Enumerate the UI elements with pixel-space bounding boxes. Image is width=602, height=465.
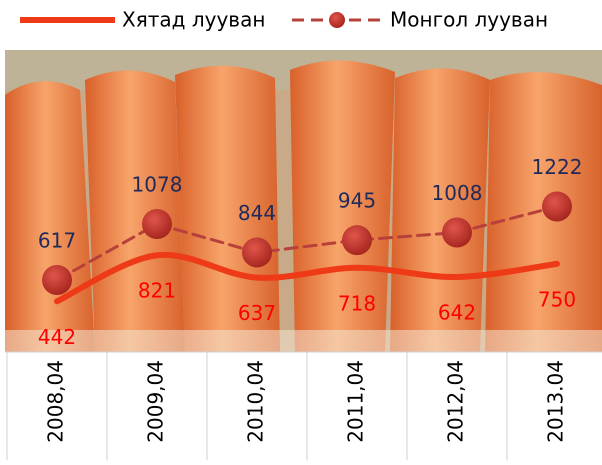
x-tick-label: 2013.04 <box>544 360 568 443</box>
legend-label: Монгол лууван <box>390 8 548 32</box>
x-tick-label: 2009,04 <box>144 360 168 443</box>
data-label: 718 <box>338 291 376 315</box>
data-label: 1008 <box>432 181 483 205</box>
data-label: 821 <box>138 279 176 303</box>
data-label: 617 <box>38 229 76 253</box>
x-tick-label: 2008,04 <box>44 360 68 443</box>
x-tick-label: 2012,04 <box>444 360 468 443</box>
marker <box>342 225 372 256</box>
marker <box>442 217 472 248</box>
data-label: 1078 <box>132 173 183 197</box>
x-tick-label: 2010,04 <box>244 360 268 443</box>
data-label: 844 <box>238 201 276 225</box>
marker <box>242 237 272 268</box>
marker <box>42 265 72 296</box>
series-line <box>54 251 560 305</box>
marker <box>542 191 572 222</box>
data-label: 1222 <box>532 155 583 179</box>
data-label: 642 <box>438 300 476 324</box>
x-tick-label: 2011,04 <box>344 360 368 443</box>
data-label: 945 <box>338 189 376 213</box>
series-line <box>55 205 559 282</box>
legend-marker <box>329 12 345 28</box>
legend-label: Хятад лууван <box>122 8 265 32</box>
background-photo <box>5 50 602 352</box>
data-label: 442 <box>38 325 76 349</box>
marker <box>142 209 172 240</box>
data-label: 750 <box>538 287 576 311</box>
data-label: 637 <box>238 301 276 325</box>
